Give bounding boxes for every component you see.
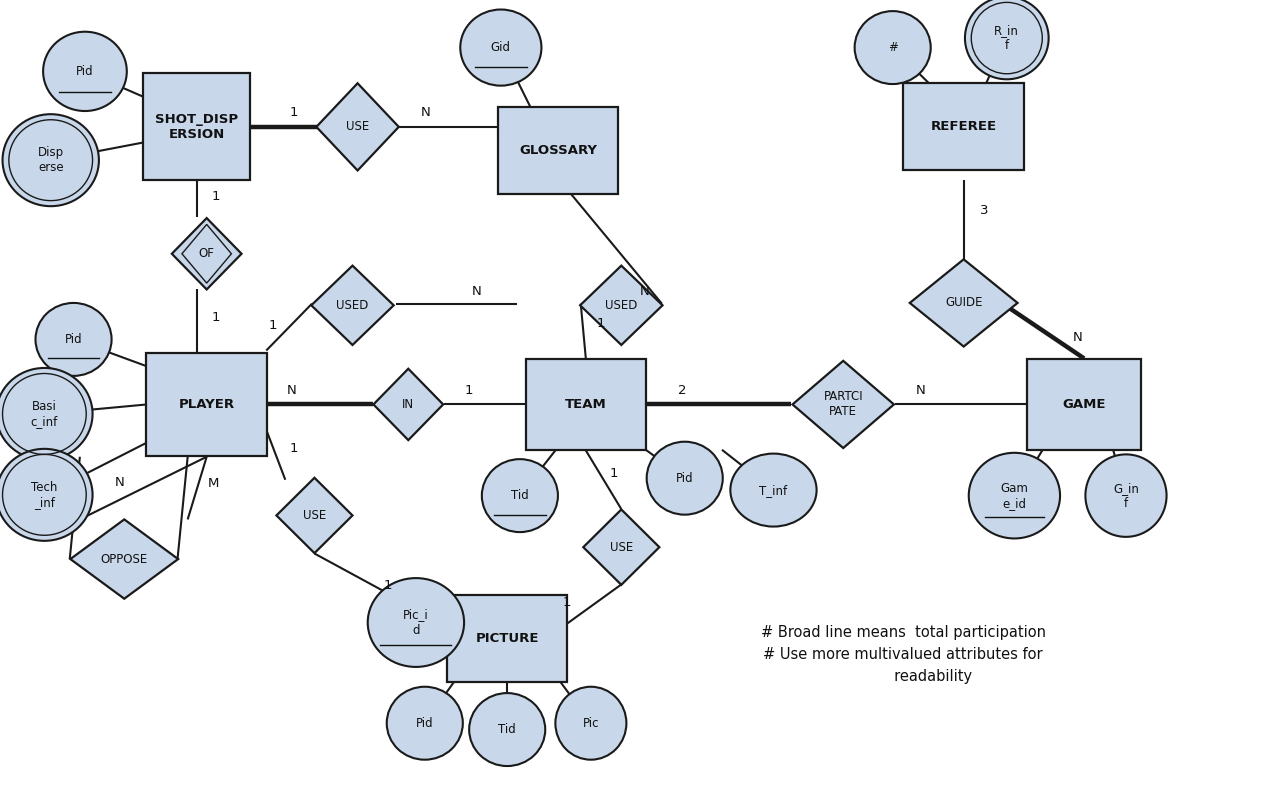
Text: 1: 1 (610, 467, 618, 480)
Text: 1: 1 (563, 596, 571, 609)
Text: N: N (639, 285, 649, 298)
Ellipse shape (1085, 454, 1167, 537)
Text: N: N (287, 384, 297, 396)
Text: 1: 1 (290, 106, 298, 119)
Ellipse shape (855, 11, 931, 84)
Text: PARTCI
PATE: PARTCI PATE (823, 390, 864, 419)
Text: #: # (888, 41, 898, 54)
Ellipse shape (3, 114, 99, 206)
Polygon shape (910, 259, 1017, 347)
Text: GLOSSARY: GLOSSARY (519, 144, 597, 157)
Ellipse shape (647, 442, 723, 515)
Text: N: N (1073, 331, 1083, 343)
Ellipse shape (469, 693, 545, 766)
Text: USED: USED (605, 299, 638, 312)
Text: Tid: Tid (498, 723, 516, 736)
Text: Pid: Pid (676, 472, 694, 485)
Text: 1: 1 (269, 319, 276, 331)
Text: USE: USE (346, 121, 369, 133)
Text: 1: 1 (465, 384, 473, 396)
Text: TEAM: TEAM (566, 398, 606, 411)
Text: Pid: Pid (76, 65, 94, 78)
Text: Pid: Pid (65, 333, 82, 346)
Polygon shape (316, 83, 398, 170)
Text: 1: 1 (597, 317, 605, 330)
Text: R_in
f: R_in f (994, 24, 1019, 52)
Text: GAME: GAME (1063, 398, 1106, 411)
Ellipse shape (965, 0, 1049, 79)
Polygon shape (581, 266, 662, 345)
Text: # Broad line means  total participation
# Use more multivalued attributes for
  : # Broad line means total participation #… (761, 625, 1046, 684)
Text: Gam
e_id: Gam e_id (1000, 481, 1028, 510)
Text: T_inf: T_inf (760, 484, 787, 496)
Text: 1: 1 (212, 311, 219, 324)
Ellipse shape (387, 687, 463, 760)
Text: G_in
f: G_in f (1113, 481, 1139, 510)
Ellipse shape (482, 459, 558, 532)
Text: N: N (114, 476, 124, 488)
Ellipse shape (730, 454, 817, 527)
Text: IN: IN (402, 398, 415, 411)
Polygon shape (583, 510, 659, 585)
Text: Gid: Gid (491, 41, 511, 54)
Ellipse shape (0, 368, 93, 460)
FancyBboxPatch shape (903, 83, 1025, 170)
Text: 1: 1 (384, 579, 392, 592)
Ellipse shape (36, 303, 112, 376)
Text: USE: USE (303, 509, 326, 522)
Text: N: N (472, 285, 482, 298)
Ellipse shape (555, 687, 626, 760)
Text: N: N (421, 106, 431, 119)
Text: OPPOSE: OPPOSE (100, 553, 148, 565)
Text: M: M (208, 477, 218, 490)
Text: 2: 2 (678, 384, 686, 396)
Text: Pic: Pic (582, 717, 600, 730)
Text: Tech
_inf: Tech _inf (32, 481, 57, 509)
Text: Tid: Tid (511, 489, 529, 502)
FancyBboxPatch shape (1027, 358, 1141, 450)
Text: 1: 1 (290, 442, 298, 454)
Text: Disp
erse: Disp erse (38, 146, 63, 174)
FancyBboxPatch shape (448, 595, 568, 682)
Ellipse shape (969, 453, 1060, 538)
Text: USED: USED (336, 299, 369, 312)
Text: PLAYER: PLAYER (179, 398, 235, 411)
Ellipse shape (43, 32, 127, 111)
Text: REFEREE: REFEREE (931, 121, 997, 133)
Polygon shape (373, 369, 444, 440)
Polygon shape (172, 218, 241, 289)
Polygon shape (276, 477, 353, 554)
Text: Pic_i
d: Pic_i d (403, 608, 429, 637)
Polygon shape (70, 519, 178, 599)
FancyBboxPatch shape (497, 107, 619, 194)
Ellipse shape (460, 10, 541, 86)
Text: Basi
c_inf: Basi c_inf (30, 400, 58, 428)
Text: PICTURE: PICTURE (476, 632, 539, 645)
FancyBboxPatch shape (142, 74, 251, 181)
FancyBboxPatch shape (525, 358, 647, 450)
Text: 3: 3 (980, 204, 988, 216)
Ellipse shape (0, 449, 93, 541)
Text: N: N (915, 384, 926, 396)
Text: OF: OF (199, 247, 214, 260)
Ellipse shape (368, 578, 464, 667)
Text: USE: USE (610, 541, 633, 554)
FancyBboxPatch shape (147, 353, 268, 456)
Text: Pid: Pid (416, 717, 434, 730)
Polygon shape (312, 266, 393, 345)
Text: SHOT_DISP
ERSION: SHOT_DISP ERSION (155, 113, 238, 141)
Text: 1: 1 (212, 190, 219, 203)
Polygon shape (792, 361, 894, 448)
Text: GUIDE: GUIDE (945, 297, 983, 309)
